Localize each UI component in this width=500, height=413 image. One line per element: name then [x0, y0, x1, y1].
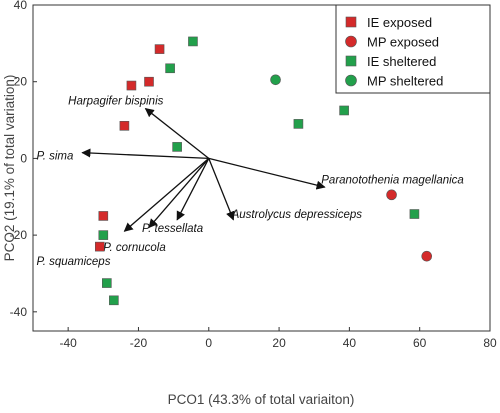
legend-entry-label: MP exposed: [367, 35, 439, 50]
data-point-square: [409, 209, 420, 219]
y-axis-ticks: -40 -20 0 20 40: [10, 0, 37, 319]
y-tick-label: 20: [14, 75, 28, 89]
data-points: [94, 36, 433, 306]
data-point-square: [165, 63, 175, 74]
y-tick-label: 0: [20, 151, 27, 165]
legend: IE exposed MP exposed IE sheltered MP shelt…: [335, 4, 491, 94]
vector-label: Harpagifer bispinis: [68, 96, 163, 108]
vector-arrow: [208, 158, 235, 221]
vector-arrows: Harpagifer bispinis P. sima Paranotothenia…: [37, 96, 464, 268]
vector-label: P. sima: [37, 151, 74, 163]
legend-box: [335, 4, 491, 94]
data-point-square: [345, 16, 357, 28]
vector-label: Austrolycus depressiceps: [231, 209, 363, 221]
vector-arrow: [81, 148, 209, 160]
data-point-square: [144, 76, 154, 87]
x-axis-title: PCO1 (43.3% of total variaiton): [168, 392, 355, 407]
plot-frame: [32, 4, 491, 332]
x-tick-label: -40: [59, 336, 77, 350]
legend-entry-label: IE sheltered: [367, 54, 436, 69]
vector-arrow: [176, 158, 210, 221]
y-tick-label: 40: [14, 0, 28, 12]
data-point-circle: [345, 35, 357, 48]
y-axis-title: PCO2 (19.1% of total variation): [2, 75, 17, 262]
data-point-square: [154, 44, 165, 54]
vector-arrow: [123, 157, 210, 232]
data-point-circle: [386, 189, 397, 201]
data-point-circle: [270, 74, 281, 86]
data-point-square: [109, 295, 119, 306]
data-point-square: [126, 80, 137, 91]
x-tick-label: -20: [130, 336, 148, 350]
vector-arrow: [148, 157, 210, 229]
vector-arrow: [144, 107, 210, 159]
data-point-square: [94, 241, 105, 252]
data-point-square: [293, 119, 304, 129]
data-point-square: [98, 230, 109, 240]
data-point-square: [188, 36, 198, 47]
data-point-square: [339, 105, 349, 116]
x-tick-label: 60: [413, 336, 427, 350]
vector-arrow: [208, 157, 326, 190]
data-point-square: [119, 121, 130, 131]
legend-entry-label: IE exposed: [367, 15, 432, 30]
data-point-square: [345, 55, 357, 67]
y-tick-label: -40: [10, 305, 28, 319]
vector-label: Paranotothenia magellanica: [321, 174, 464, 186]
data-point-square: [102, 278, 112, 288]
data-point-circle: [421, 250, 433, 262]
data-point-square: [98, 211, 109, 221]
x-tick-label: 80: [483, 336, 497, 350]
x-axis-ticks: -40 -20 0 20 40 60 80: [59, 327, 497, 350]
data-point-circle: [345, 74, 357, 87]
data-point-square: [172, 142, 182, 152]
legend-entry-label: MP sheltered: [367, 74, 443, 89]
x-tick-label: 40: [343, 336, 357, 350]
x-tick-label: 20: [272, 336, 286, 350]
y-tick-label: -20: [10, 228, 28, 242]
vector-label: P. cornucola: [103, 242, 165, 254]
x-tick-label: 0: [205, 336, 212, 350]
vector-label: P. squamiceps: [37, 256, 111, 268]
